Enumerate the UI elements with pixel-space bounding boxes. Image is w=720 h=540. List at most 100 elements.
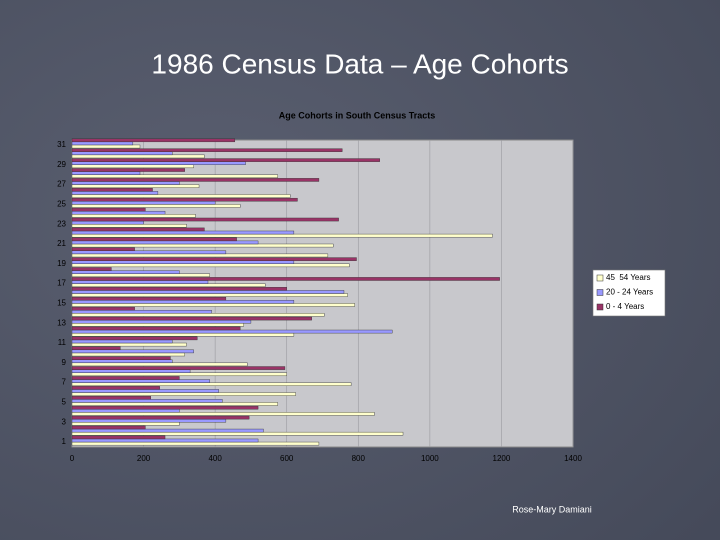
bar (71, 372, 287, 377)
bar (71, 194, 291, 198)
bar (71, 144, 141, 149)
bar (71, 237, 237, 242)
bar (71, 376, 180, 380)
bar (71, 399, 223, 403)
bar (71, 260, 295, 264)
bar (71, 158, 380, 162)
bar (71, 428, 264, 433)
bar (71, 214, 196, 218)
bar (71, 297, 227, 301)
bar (71, 181, 180, 185)
bar (71, 349, 194, 354)
bar (71, 310, 212, 314)
legend-box (592, 269, 666, 317)
bar (71, 326, 241, 331)
bar (71, 438, 259, 443)
bar (71, 148, 343, 152)
bar (71, 223, 187, 228)
bar (71, 342, 187, 347)
bar (71, 313, 325, 317)
bar (71, 356, 171, 360)
bar (71, 418, 227, 423)
bar (71, 273, 210, 277)
y-tick-label: 11 (58, 338, 67, 347)
bar (71, 230, 295, 235)
legend-swatch (596, 303, 604, 311)
bar (71, 396, 151, 400)
bar (71, 174, 278, 178)
bar (71, 336, 198, 341)
bar (71, 392, 296, 396)
y-tick-label: 13 (57, 318, 66, 327)
y-tick-label: 29 (57, 160, 66, 169)
bar (71, 287, 287, 291)
y-tick-label: 21 (57, 239, 66, 248)
legend-swatch (596, 274, 604, 282)
y-tick-label: 19 (57, 259, 66, 268)
y-tick-label: 17 (57, 279, 66, 288)
bar (71, 197, 298, 202)
bar (71, 184, 200, 188)
bar (71, 329, 393, 334)
bar (71, 154, 205, 159)
x-tick-label: 800 (352, 454, 366, 463)
y-tick-label: 3 (62, 417, 67, 426)
bar (71, 220, 144, 225)
bar (71, 270, 180, 274)
bar (71, 306, 135, 311)
bar (71, 293, 348, 297)
bar (71, 441, 320, 446)
x-tick-label: 1000 (421, 454, 439, 463)
y-tick-label: 23 (57, 219, 66, 228)
bar (71, 332, 295, 337)
bar (71, 280, 209, 284)
bar (71, 415, 250, 420)
legend-label: 0 - 4 Years (606, 302, 644, 311)
y-tick-label: 31 (57, 140, 66, 149)
bar (71, 263, 350, 268)
x-tick-label: 1200 (493, 454, 511, 463)
y-tick-label: 5 (62, 398, 67, 407)
bar (71, 435, 166, 440)
bar (71, 405, 259, 410)
bar (71, 303, 355, 307)
legend-swatch (596, 289, 604, 296)
x-tick-label: 0 (70, 454, 75, 463)
bar (71, 188, 153, 192)
x-tick-label: 1400 (564, 454, 582, 463)
bar (71, 359, 173, 364)
y-tick-label: 1 (62, 437, 67, 446)
bar (71, 379, 210, 383)
bar (71, 253, 329, 258)
bar (71, 346, 121, 351)
bar (71, 290, 345, 294)
bar (71, 369, 191, 373)
bar (71, 233, 493, 238)
bar (71, 164, 194, 169)
bar (71, 257, 357, 261)
bar (71, 283, 266, 287)
footer: Rose-Mary Damiani (512, 504, 592, 514)
bar (71, 362, 248, 367)
bar (71, 412, 375, 416)
slide-title: 1986 Census Data – Age Cohorts (151, 48, 568, 79)
bar (71, 425, 146, 430)
bar (71, 382, 352, 386)
y-tick-label: 25 (57, 199, 66, 208)
x-tick-label: 200 (137, 454, 151, 463)
bar (71, 210, 166, 215)
bar (71, 217, 339, 222)
bar (71, 366, 286, 370)
bar (71, 207, 146, 212)
bar (71, 300, 295, 304)
bar (71, 151, 173, 156)
chart-title: Age Cohorts in South Census Tracts (279, 110, 436, 120)
bar (71, 267, 112, 271)
bar (71, 247, 135, 251)
bar (71, 178, 320, 182)
bar (71, 277, 500, 281)
legend-label: 45 54 Years (606, 273, 650, 282)
y-tick-label: 9 (62, 358, 67, 367)
bar (71, 352, 185, 357)
